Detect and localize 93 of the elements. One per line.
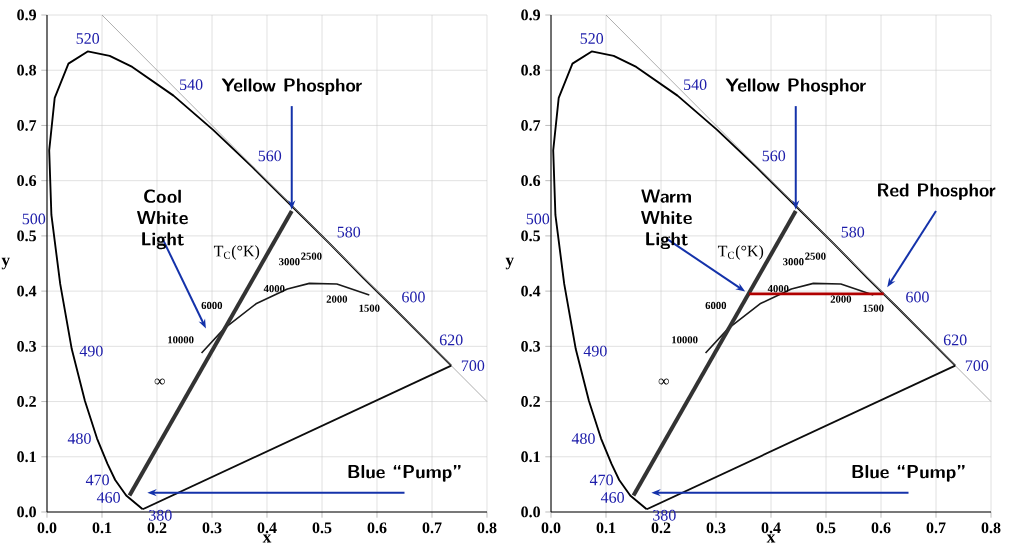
y-tick-label: 0.8 bbox=[17, 64, 37, 76]
annotation: 10000 bbox=[168, 336, 194, 344]
x-tick-label: 0.4 bbox=[257, 522, 277, 534]
y-tick-label: 0.0 bbox=[521, 506, 540, 518]
y-tick-label: 0.7 bbox=[17, 120, 37, 131]
x-tick-label: 0.2 bbox=[147, 522, 167, 534]
y-tick-label: 0.1 bbox=[521, 451, 540, 463]
annotation: 580 bbox=[337, 226, 361, 238]
annotation: 700 bbox=[965, 360, 989, 372]
annotation: 4000 bbox=[263, 285, 285, 293]
annotation: 580 bbox=[841, 226, 865, 238]
annotation: Red Phosphor bbox=[878, 183, 996, 200]
x-tick-label: 0.8 bbox=[477, 522, 497, 534]
x-tick-label: 0.8 bbox=[981, 522, 1001, 534]
x-tick-label: 0.4 bbox=[761, 522, 781, 534]
annotation: 6000 bbox=[705, 301, 727, 310]
y-tick-label: 0.6 bbox=[17, 175, 37, 187]
x-tick-label: 0.6 bbox=[367, 522, 387, 534]
annotation: 560 bbox=[762, 150, 786, 162]
y-tick-label: 0.3 bbox=[17, 340, 37, 352]
annotation: 480 bbox=[571, 433, 595, 444]
x-axis-title: x bbox=[766, 534, 776, 543]
x-tick-label: 0.1 bbox=[92, 522, 112, 534]
annotation: 2000 bbox=[326, 295, 348, 303]
y-tick-label: 0.4 bbox=[521, 285, 541, 297]
x-tick-label: 0.0 bbox=[37, 522, 57, 534]
annotation: 700 bbox=[461, 360, 485, 372]
x-tick-label: 0.6 bbox=[871, 522, 891, 534]
y-axis-title: y bbox=[1, 257, 10, 270]
annotation: 2500 bbox=[805, 252, 826, 260]
x-tick-label: 0.7 bbox=[422, 522, 442, 534]
annotation: 460 bbox=[600, 492, 624, 503]
annotation: 600 bbox=[402, 291, 425, 303]
annotation: 540 bbox=[180, 79, 203, 91]
annotation: Cool White Light bbox=[137, 189, 188, 250]
annotation: 490 bbox=[583, 345, 607, 357]
y-axis-title: y bbox=[505, 257, 514, 270]
x-tick-label: 0.7 bbox=[926, 522, 946, 534]
annotation: 540 bbox=[684, 79, 707, 91]
annotation: Yellow Phosphor bbox=[725, 78, 866, 96]
annotation: 460 bbox=[96, 492, 120, 503]
annotation: 2500 bbox=[301, 252, 322, 260]
annotation: 3000 bbox=[279, 258, 300, 266]
annotation: 3000 bbox=[783, 258, 804, 266]
y-tick-label: 0.2 bbox=[17, 396, 36, 407]
annotation: 470 bbox=[589, 474, 613, 486]
y-tick-label: 0.5 bbox=[17, 230, 36, 242]
y-tick-label: 0.2 bbox=[521, 396, 540, 407]
annotation: 500 bbox=[22, 213, 46, 225]
annotation: 1500 bbox=[359, 304, 380, 312]
annotation: 490 bbox=[79, 345, 103, 357]
x-axis-title: x bbox=[262, 534, 272, 543]
x-tick-label: 0.5 bbox=[312, 522, 332, 534]
y-tick-label: 0.1 bbox=[17, 451, 36, 463]
annotation: ∞ bbox=[658, 378, 669, 385]
annotation: 2000 bbox=[830, 295, 852, 303]
y-tick-label: 0.7 bbox=[521, 120, 541, 131]
x-tick-label: 0.1 bbox=[596, 522, 616, 534]
annotation: 600 bbox=[906, 291, 929, 303]
annotation: ∞ bbox=[154, 378, 165, 385]
annotation: 520 bbox=[580, 33, 604, 44]
annotation: 620 bbox=[943, 334, 967, 346]
annotation: 1500 bbox=[863, 304, 884, 312]
annotation: 380 bbox=[653, 509, 676, 521]
annotation: Blue “Pump” bbox=[852, 465, 965, 482]
annotation: T$_{C}$(°K) bbox=[213, 245, 260, 260]
annotation: T$_{C}$(°K) bbox=[717, 245, 764, 260]
y-tick-label: 0.8 bbox=[521, 64, 541, 76]
annotation: Yellow Phosphor bbox=[221, 78, 362, 96]
x-tick-label: 0.5 bbox=[816, 522, 836, 534]
annotation: 480 bbox=[67, 433, 91, 444]
annotation: 4000 bbox=[767, 285, 789, 293]
annotation: 6000 bbox=[201, 301, 223, 310]
y-tick-label: 0.0 bbox=[17, 506, 36, 518]
x-tick-label: 0.0 bbox=[541, 522, 561, 534]
annotation: 10000 bbox=[672, 336, 698, 344]
y-tick-label: 0.4 bbox=[17, 285, 37, 297]
y-tick-label: 0.9 bbox=[17, 9, 37, 21]
annotation: Warm White Light bbox=[641, 189, 692, 250]
x-tick-label: 0.2 bbox=[651, 522, 671, 534]
annotation: 380 bbox=[149, 509, 172, 521]
annotation: 620 bbox=[439, 334, 463, 346]
annotation: Blue “Pump” bbox=[348, 465, 461, 482]
y-tick-label: 0.9 bbox=[521, 9, 541, 21]
y-tick-label: 0.5 bbox=[521, 230, 541, 242]
annotation: 500 bbox=[526, 213, 550, 225]
y-tick-label: 0.6 bbox=[521, 175, 541, 187]
annotation: 520 bbox=[76, 33, 100, 44]
annotation: 470 bbox=[85, 474, 109, 486]
x-tick-label: 0.3 bbox=[706, 522, 726, 534]
y-tick-label: 0.3 bbox=[521, 340, 541, 352]
annotation: 560 bbox=[258, 150, 282, 162]
x-tick-label: 0.3 bbox=[202, 522, 222, 534]
